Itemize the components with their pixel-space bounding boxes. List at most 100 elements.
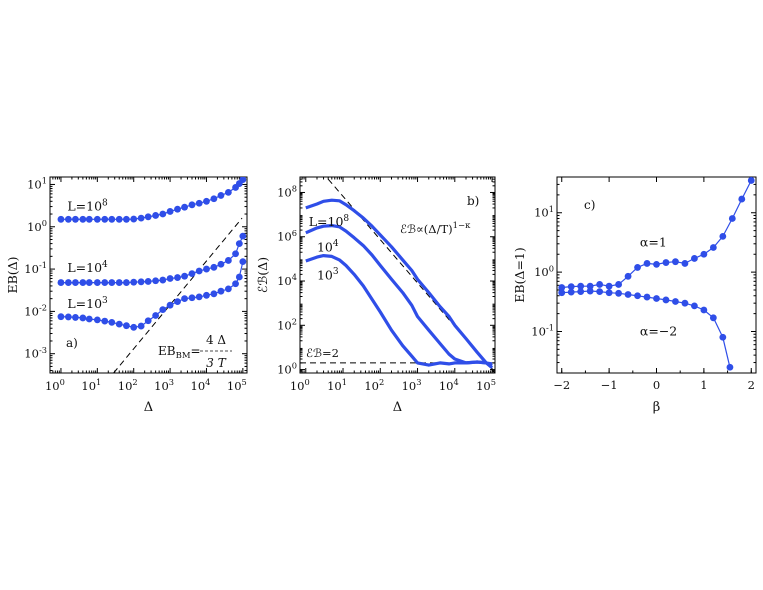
series-label-base: L=10: [67, 260, 102, 275]
x-tick-label-exp: 2: [379, 377, 384, 387]
data-point: [115, 279, 123, 286]
eb-main: EB: [158, 344, 176, 358]
y-axis-label: EB(Δ=1): [512, 247, 527, 303]
data-point: [719, 333, 727, 341]
x-tick-label: 103: [402, 377, 422, 393]
power-law-label: ℰℬ∝(Δ/T)1−κ: [400, 221, 471, 236]
data-point: [586, 282, 594, 290]
data-point: [203, 291, 210, 299]
eb-eq: =: [191, 344, 201, 358]
data-point: [159, 276, 167, 284]
y-tick-label-base: 10: [277, 318, 292, 332]
data-point: [130, 323, 138, 331]
data-point: [586, 287, 594, 295]
data-point: [72, 215, 79, 223]
x-tick-label: −2: [553, 378, 570, 392]
panel-label: b): [467, 194, 479, 208]
y-axis-label: ℰℬ(Δ): [255, 257, 270, 293]
y-tick-label: 108: [277, 184, 297, 200]
x-tick-label: 101: [327, 377, 347, 393]
data-point: [728, 215, 736, 222]
data-point: [224, 257, 232, 264]
data-point: [159, 306, 167, 314]
y-tick-label: 10-1: [24, 260, 47, 276]
panel-b: 100 101 102 103 104 105100102104106108Δℰℬ(Δ)b…: [255, 176, 496, 415]
series-label: α=1: [640, 235, 667, 250]
reference-line: [113, 217, 243, 373]
series-label: 104: [317, 239, 339, 254]
series-a-2: [57, 258, 247, 331]
data-point: [558, 289, 566, 297]
data-point: [235, 273, 243, 281]
series-label: L=108: [309, 214, 350, 229]
data-point: [85, 279, 93, 286]
data-point: [57, 215, 65, 223]
data-point: [700, 306, 708, 314]
data-point: [719, 232, 727, 240]
x-tick-label: 100: [45, 377, 65, 393]
y-tick-label-exp: -3: [39, 345, 47, 355]
data-point: [181, 272, 188, 280]
data-point: [188, 270, 196, 278]
y-tick-label-base: 10: [534, 265, 549, 279]
data-point: [108, 279, 116, 286]
panel-label: a): [66, 336, 78, 350]
y-tick-label-exp: 6: [292, 228, 297, 238]
data-point: [596, 281, 604, 288]
y-tick-label-base: 10: [277, 230, 292, 244]
data-point: [137, 322, 145, 330]
data-point: [101, 279, 109, 286]
eb-denominator: 3 T: [206, 356, 226, 370]
data-point: [79, 314, 87, 322]
data-point: [115, 320, 123, 328]
series-label-base: L=10: [67, 296, 102, 311]
plot-area: [300, 178, 495, 373]
x-tick-label-exp: 3: [169, 377, 174, 387]
x-tick-label-exp: 5: [242, 377, 247, 387]
y-tick-label-exp: -2: [39, 303, 47, 313]
x-tick-label-base: 10: [476, 379, 491, 393]
data-point: [653, 260, 660, 268]
series-b-2: [305, 254, 493, 367]
data-point: [235, 240, 243, 248]
x-tick-label: 2: [748, 378, 755, 392]
data-point: [672, 298, 679, 305]
series-a-0: [57, 177, 247, 223]
data-point: [567, 283, 575, 291]
data-point: [123, 322, 130, 330]
data-point: [72, 314, 79, 321]
data-point: [672, 258, 679, 266]
data-point: [166, 275, 174, 282]
panel-label: c): [584, 198, 595, 212]
x-tick-label-base: 10: [290, 379, 305, 393]
x-tick-label: 1: [700, 378, 707, 392]
y-tick-label: 106: [277, 228, 297, 244]
data-point: [152, 212, 160, 219]
series-label: L=104: [67, 260, 108, 275]
data-point: [624, 291, 632, 298]
y-tick-label: 10-3: [24, 345, 47, 361]
series-label-base: L=10: [309, 214, 344, 229]
power-law-base: ℰℬ∝(Δ/T): [400, 222, 453, 236]
series-label-exp: 8: [343, 214, 349, 224]
y-tick-label-exp: 0: [292, 361, 297, 371]
data-point: [123, 215, 130, 223]
x-tick-label: 101: [81, 377, 101, 393]
x-tick-label-base: 10: [439, 379, 454, 393]
y-tick-label-exp: 1: [42, 176, 47, 186]
series-line: [305, 198, 494, 370]
series-line: [305, 224, 493, 368]
y-tick-label: 100: [27, 218, 47, 234]
data-point: [203, 265, 210, 273]
series-label-base: 10: [317, 267, 333, 282]
data-point: [130, 278, 138, 286]
x-tick-label: −1: [601, 378, 618, 392]
series-label: L=103: [67, 296, 108, 311]
y-tick-label-base: 10: [24, 262, 39, 276]
data-point: [64, 313, 72, 321]
x-tick-label-base: 10: [191, 379, 206, 393]
data-point: [108, 318, 116, 326]
data-point: [210, 263, 218, 271]
y-tick-label-exp: 1: [549, 204, 554, 214]
